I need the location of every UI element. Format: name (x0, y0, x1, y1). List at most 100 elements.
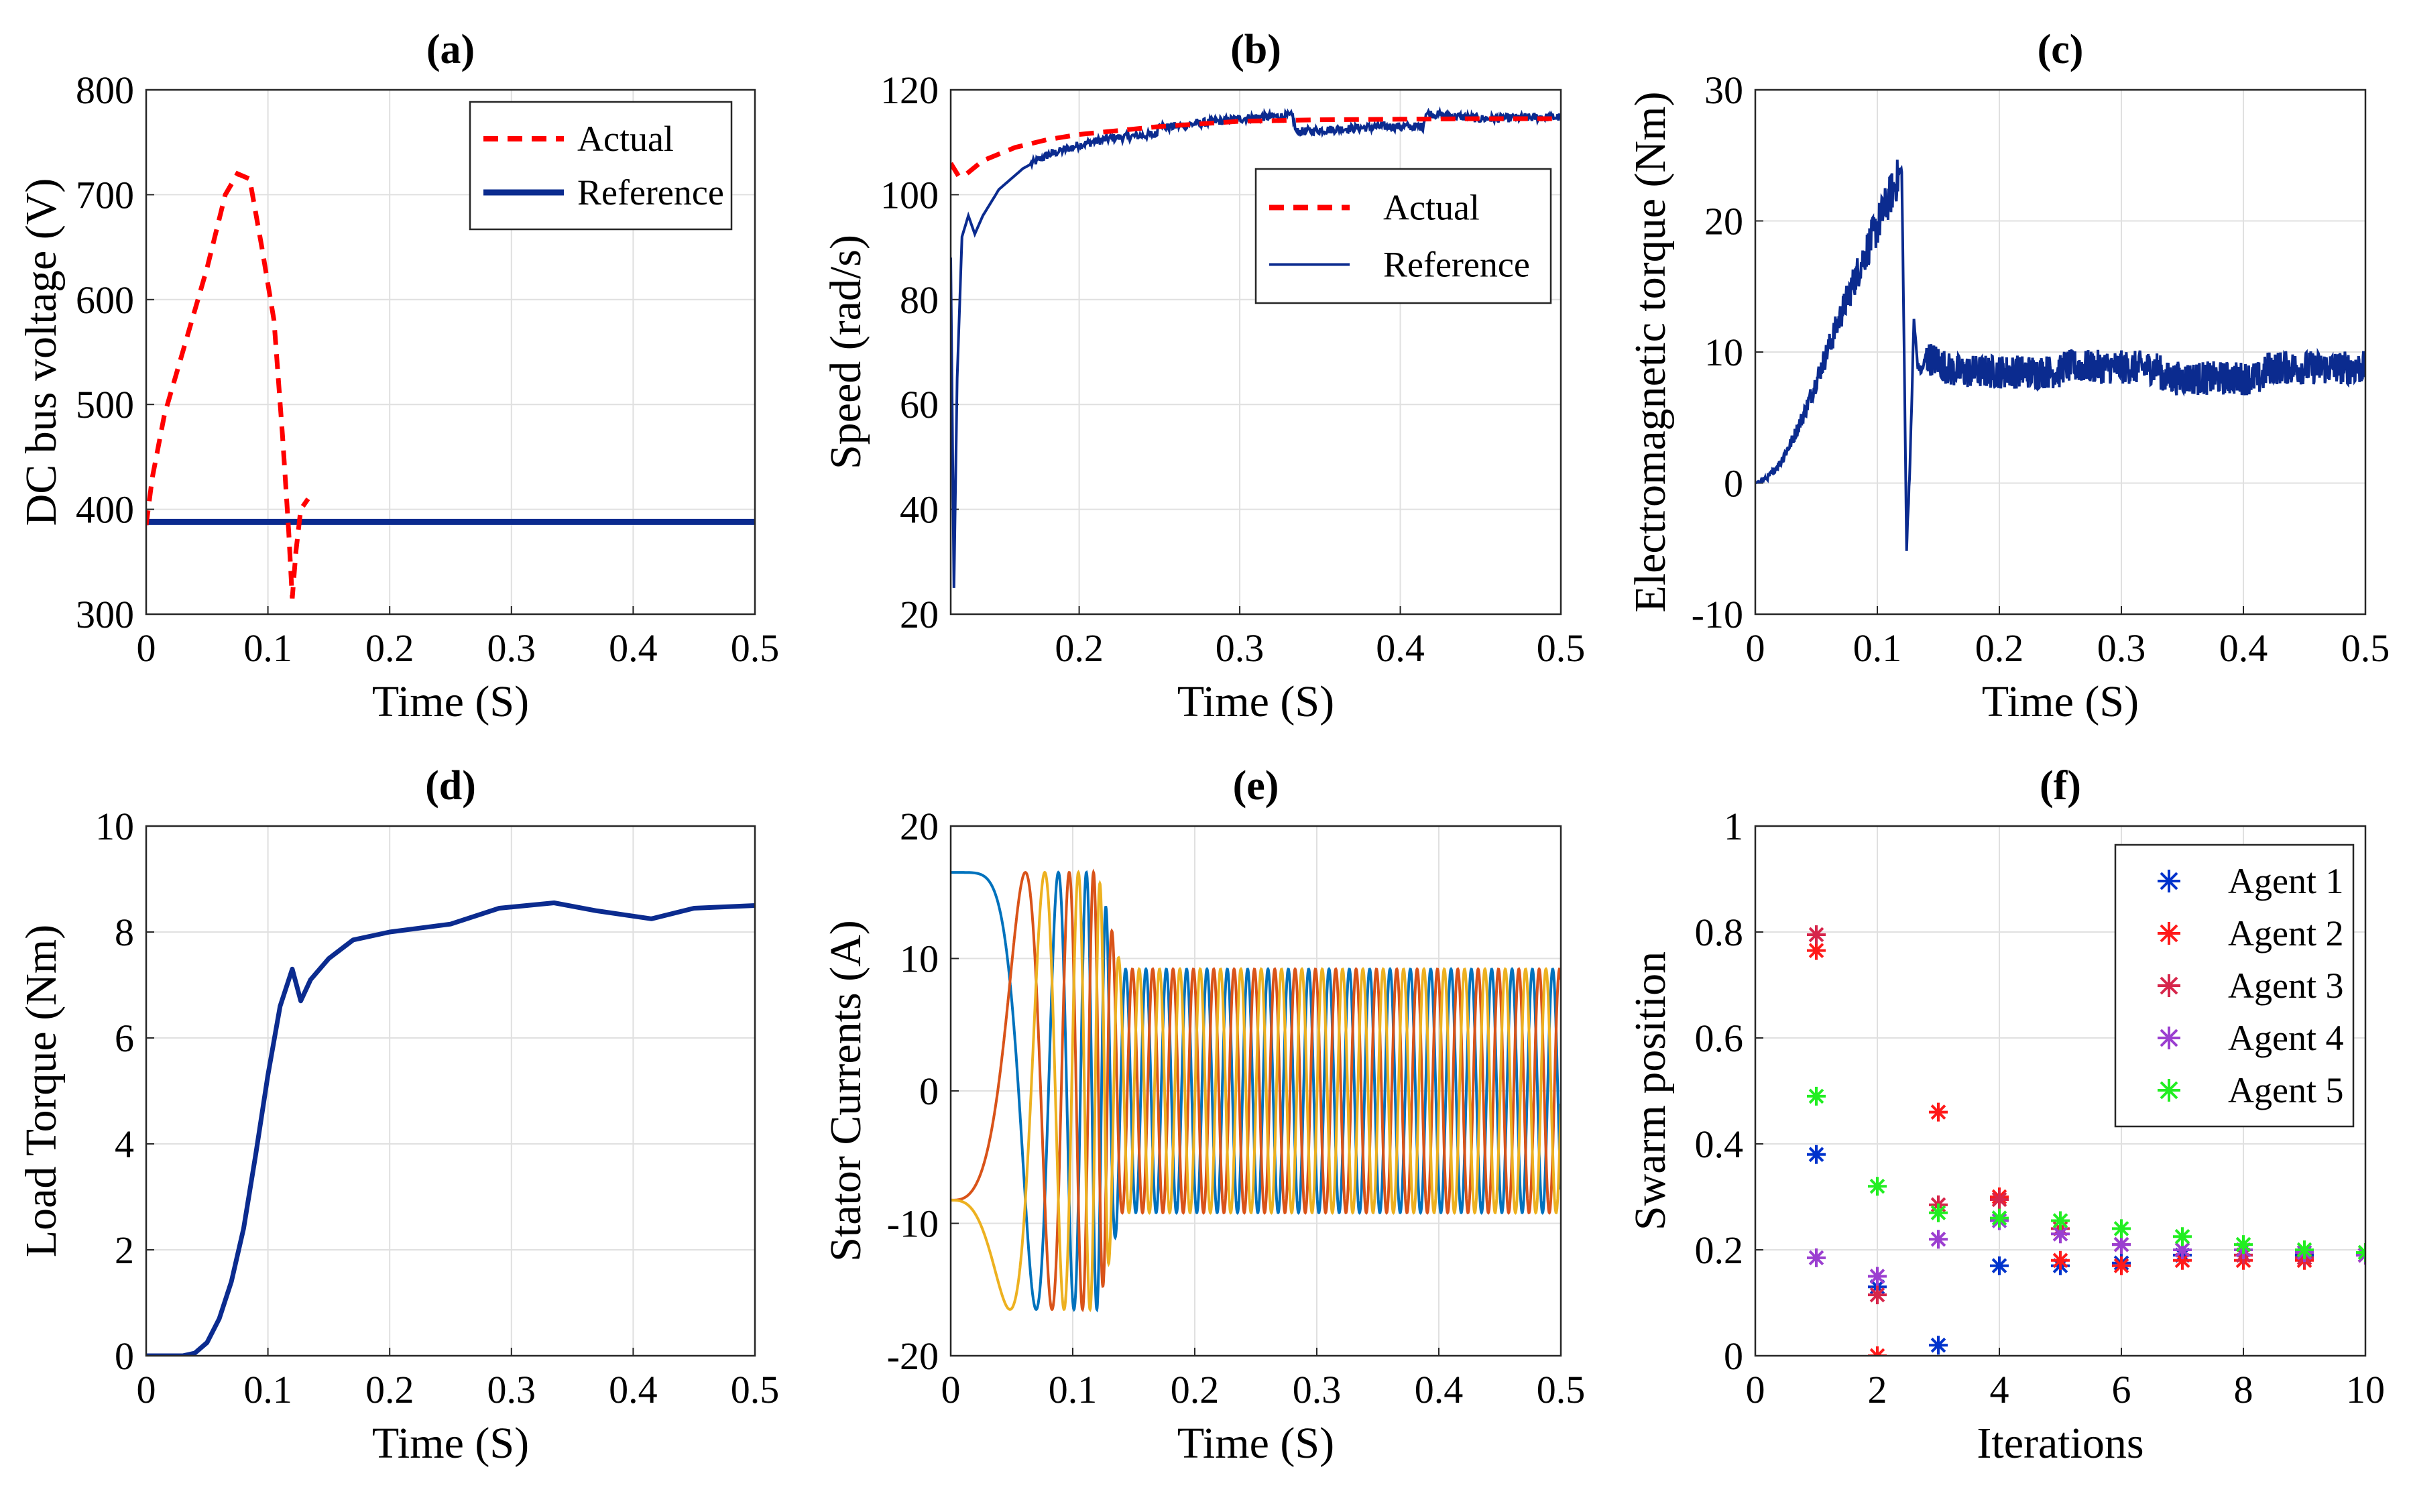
series-phase-c-line (951, 870, 1561, 1313)
data-point (1990, 1256, 2009, 1275)
x-tick-label: 0.2 (1975, 626, 2024, 670)
y-tick-label: 0.6 (1695, 1016, 1744, 1060)
x-tick-label: 6 (2112, 1368, 2131, 1411)
plot-series (951, 106, 1561, 588)
data-point (2051, 1251, 2070, 1270)
x-tick-label: 0.3 (487, 1368, 536, 1411)
legend-box (469, 101, 733, 231)
legend-item: Agent 5 (2158, 1070, 2343, 1110)
legend-marker (2158, 1079, 2180, 1102)
series-actual-line (951, 116, 1561, 180)
y-tick-label: 80 (900, 278, 939, 322)
data-point (1868, 1285, 1887, 1305)
y-axis-label: Electromagnetic torque (Nm) (1626, 91, 1675, 612)
x-tick-label: 4 (1990, 1368, 2009, 1411)
x-axis-label: Time (S) (372, 1419, 529, 1468)
legend-label: Actual (1383, 188, 1480, 228)
x-tick-label: 0.4 (609, 1368, 658, 1411)
y-tick-label: 700 (76, 173, 134, 217)
legend-label: Agent 5 (2228, 1070, 2343, 1110)
asterisk-marker (2158, 870, 2180, 892)
chart-title: (a) (426, 27, 475, 72)
legend-label: Actual (577, 119, 674, 159)
x-tick-label: 0.5 (731, 626, 780, 670)
y-tick-label: 6 (115, 1016, 134, 1060)
asterisk-marker (2051, 1224, 2070, 1244)
y-axis-label: Swarm position (1626, 951, 1675, 1230)
asterisk-marker (1990, 1256, 2009, 1275)
series-reference-line (951, 106, 1561, 588)
legend-marker (2158, 922, 2180, 945)
chart-title: (d) (425, 763, 476, 809)
asterisk-marker (1929, 1336, 1948, 1355)
x-axis-label: Iterations (1977, 1419, 2143, 1468)
y-tick-label: 40 (900, 488, 939, 532)
plot-area (146, 826, 755, 1356)
plot-series (1755, 160, 2365, 551)
x-tick-label: 0.4 (1376, 626, 1425, 670)
y-tick-label: 400 (76, 488, 134, 532)
y-tick-label: 10 (1704, 331, 1743, 374)
asterisk-marker (2173, 1227, 2192, 1246)
x-tick-label: 2 (1868, 1368, 1887, 1411)
data-point (1868, 1177, 1887, 1196)
x-tick-label: 0.3 (1293, 1368, 1342, 1411)
plot-series (146, 170, 755, 599)
x-tick-label: 10 (2346, 1368, 2385, 1411)
axes-frame (949, 89, 1562, 616)
legend-box (1254, 168, 1552, 304)
x-tick-label: 0.5 (2341, 626, 2390, 670)
legend-item: Actual (483, 119, 674, 159)
data-point (2112, 1256, 2131, 1275)
asterisk-marker (2158, 922, 2180, 945)
y-tick-label: 0 (1724, 1334, 1743, 1378)
plot-series (146, 900, 755, 1356)
axes-frame (145, 89, 756, 616)
y-tick-label: 30 (1704, 68, 1743, 112)
legend: Actual Reference (1254, 168, 1552, 304)
asterisk-marker (2051, 1211, 2070, 1230)
asterisk-marker (1868, 1177, 1887, 1196)
x-axis-label: Time (S) (1177, 677, 1334, 726)
legend-label: Agent 1 (2228, 861, 2343, 901)
plot-series (951, 868, 1561, 1313)
asterisk-marker (1807, 1145, 1826, 1164)
x-tick-label: 0 (137, 1368, 156, 1411)
axes-frame (949, 825, 1562, 1357)
axes-frame (1754, 89, 2367, 616)
x-tick-label: 0 (941, 1368, 961, 1411)
legend-label: Agent 3 (2228, 966, 2343, 1006)
asterisk-marker (2158, 974, 2180, 997)
x-tick-label: 8 (2234, 1368, 2253, 1411)
x-tick-label: 0.1 (1853, 626, 1902, 670)
data-point (1929, 1336, 1948, 1355)
data-point (1807, 941, 1826, 960)
y-tick-label: 1 (1724, 805, 1743, 848)
x-axis-label: Time (S) (372, 677, 529, 726)
legend-marker (2158, 870, 2180, 892)
asterisk-marker (1929, 1230, 1948, 1249)
asterisk-marker (2112, 1219, 2131, 1238)
asterisk-marker (1868, 1267, 1887, 1286)
y-tick-label: 8 (115, 911, 134, 954)
x-tick-label: 0.2 (365, 1368, 414, 1411)
y-tick-label: 0.2 (1695, 1228, 1744, 1272)
data-point (1929, 1230, 1948, 1249)
asterisk-marker (1868, 1285, 1887, 1305)
y-tick-label: 120 (880, 68, 939, 112)
legend: Actual Reference (469, 101, 733, 231)
data-point (2295, 1240, 2314, 1259)
legend-item: Agent 4 (2158, 1018, 2343, 1058)
x-tick-label: 0.2 (365, 626, 414, 670)
series-actual-line (146, 170, 310, 599)
panel-f: 0 2 4 6 8 10 0 0.2 0.4 0.6 0.8 1 (f) Iterations Swarm … (1626, 763, 2385, 1468)
asterisk-marker (2173, 1240, 2192, 1259)
data-point (1929, 1102, 1948, 1122)
legend-label: Agent 4 (2228, 1018, 2343, 1058)
legend-item: Reference (1269, 245, 1530, 285)
asterisk-marker (1807, 1086, 1826, 1106)
data-point (1807, 1145, 1826, 1164)
legend-item: Reference (483, 172, 724, 213)
legend-item: Agent 1 (2158, 861, 2343, 901)
